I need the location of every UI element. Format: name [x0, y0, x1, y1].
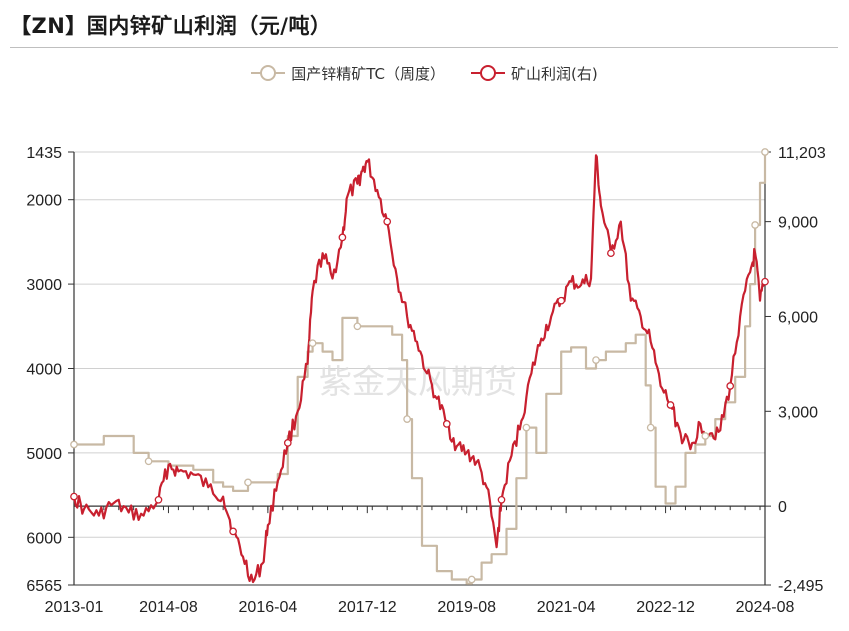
x-axis-tick-label: 2014-08: [139, 599, 198, 616]
legend-item-profit[interactable]: 矿山利润(右): [471, 63, 598, 84]
data-point-profit: [497, 495, 506, 504]
x-axis-tick-label: 2022-12: [636, 599, 695, 616]
data-point-profit: [154, 495, 163, 504]
data-point-tc: [70, 440, 78, 449]
x-axis-tick-label: 2016-04: [239, 599, 298, 616]
data-point-tc: [522, 423, 531, 432]
data-point-profit: [70, 492, 78, 501]
right-axis-tick-label: -2,495: [778, 578, 823, 595]
data-point-tc: [761, 148, 769, 156]
legend: 国产锌精矿TC（周度） 矿山利润(右): [0, 58, 849, 88]
data-point-profit: [442, 420, 451, 428]
data-point-profit: [607, 249, 615, 258]
x-axis-tick-label: 2021-04: [537, 599, 596, 616]
watermark: 紫金天风期货: [319, 362, 517, 401]
data-point-profit: [383, 217, 392, 226]
right-axis-tick-label: 0: [778, 499, 787, 516]
legend-item-tc[interactable]: 国产锌精矿TC（周度）: [251, 63, 445, 84]
data-point-tc: [403, 415, 411, 423]
data-point-profit: [338, 233, 347, 242]
left-axis-tick-label: 6000: [26, 530, 62, 547]
data-point-profit: [761, 277, 769, 286]
legend-label-profit: 矿山利润(右): [511, 64, 598, 83]
x-axis-tick-label: 2024-08: [736, 599, 795, 616]
right-axis-tick-label: 9,000: [778, 215, 818, 232]
markers: [70, 148, 769, 584]
data-point-tc: [353, 322, 362, 331]
data-point-profit: [283, 439, 292, 447]
x-axis-tick-label: 2019-08: [437, 599, 496, 616]
x-axis-tick-label: 2017-12: [338, 599, 397, 616]
right-axis-tick-label: 3,000: [778, 404, 818, 421]
legend-swatch-tc-icon: [251, 65, 286, 81]
data-point-tc: [244, 478, 252, 487]
data-point-tc: [467, 575, 476, 584]
data-point-profit: [557, 296, 566, 305]
title-divider: [10, 47, 838, 48]
data-point-tc: [308, 339, 317, 348]
data-point-tc: [751, 221, 759, 229]
axes: 1435 2000 3000 4000 5000 6000 6565 11,203 9,000 6…: [26, 145, 825, 616]
data-point-tc: [144, 457, 153, 466]
x-axis-tick-label: 2013-01: [45, 599, 104, 616]
left-axis-tick-label: 4000: [26, 362, 62, 379]
left-axis-tick-label: 1435: [26, 145, 62, 162]
legend-label-tc: 国产锌精矿TC（周度）: [291, 64, 446, 83]
left-axis-tick-label: 6565: [26, 578, 62, 595]
legend-swatch-profit-icon: [471, 65, 506, 81]
chart-title: 【ZN】国内锌矿山利润（元/吨）: [10, 14, 332, 38]
right-axis-tick-label: 6,000: [778, 309, 818, 326]
right-axis-tick-label: 11,203: [778, 145, 826, 162]
left-axis-tick-label: 3000: [26, 277, 62, 294]
data-point-profit: [726, 382, 735, 390]
data-point-profit: [666, 401, 675, 409]
left-axis-tick-label: 2000: [26, 193, 62, 210]
data-point-tc: [592, 356, 600, 364]
left-axis-tick-label: 5000: [26, 446, 62, 463]
data-point-tc: [701, 432, 710, 440]
data-point-profit: [229, 527, 237, 536]
data-point-tc: [646, 423, 655, 432]
